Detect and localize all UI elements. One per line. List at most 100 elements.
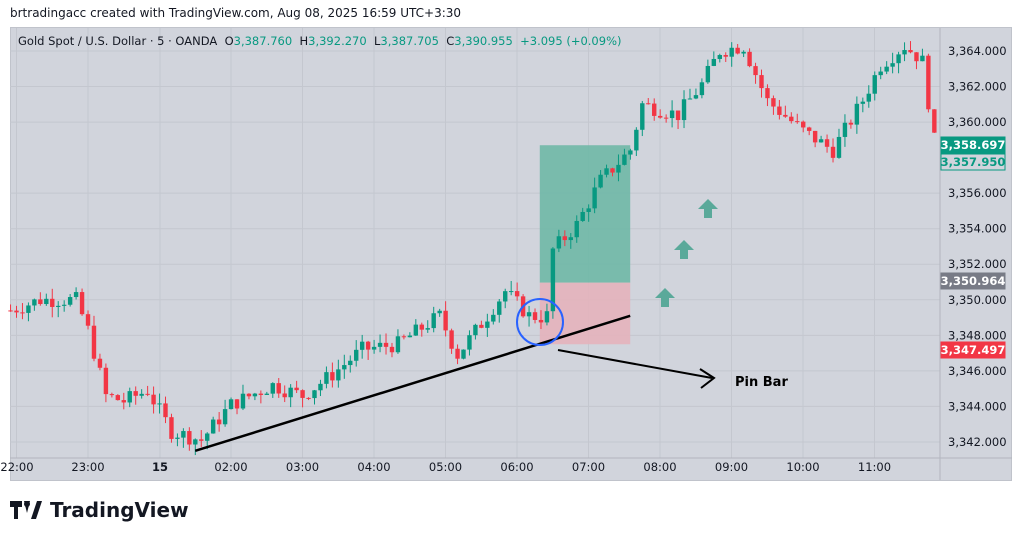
candle — [318, 379, 323, 397]
candle — [20, 303, 25, 320]
time-tick: 23:00 — [71, 460, 104, 474]
candle-body — [365, 341, 371, 350]
price-label-text: 3,350.964 — [941, 274, 1006, 288]
candle — [574, 215, 579, 243]
candle-body — [252, 393, 258, 397]
candle-body — [699, 82, 705, 96]
candle-body — [461, 349, 466, 359]
candle — [127, 387, 132, 408]
chart-panel[interactable] — [10, 27, 1012, 481]
candle-body — [216, 419, 222, 425]
price-label-box — [940, 136, 1006, 154]
candle — [693, 88, 699, 100]
candle-body — [44, 298, 49, 305]
candle-body — [294, 387, 299, 391]
candle-body — [669, 110, 675, 119]
candle — [735, 44, 740, 55]
candle-body — [711, 58, 717, 66]
candle-body — [705, 65, 711, 83]
candle-body — [127, 391, 132, 403]
candle-body — [693, 95, 699, 99]
candle — [121, 392, 126, 410]
candle — [157, 393, 162, 414]
candle — [467, 330, 472, 356]
price-label-target: 3,358.697 — [940, 136, 1006, 154]
candle — [818, 135, 824, 143]
candle — [604, 164, 609, 178]
candle — [455, 344, 460, 365]
candle — [163, 396, 168, 424]
candle — [324, 366, 329, 389]
time-axis: 22:00 23:00 15 02:00 03:00 04:00 05:00 06:00 07:… — [0, 457, 1012, 474]
candle — [634, 127, 639, 157]
candle-body — [240, 393, 246, 409]
candle — [687, 88, 693, 100]
time-tick: 15 — [152, 460, 168, 474]
candle-body — [79, 292, 85, 315]
candle-body — [598, 174, 603, 188]
candle-body — [330, 372, 335, 381]
low-value: 3,387.705 — [380, 34, 439, 48]
candle — [26, 302, 31, 322]
candle-body — [61, 304, 67, 306]
candle — [258, 390, 264, 404]
price-label-stop: 3,347.497 — [940, 341, 1006, 359]
candle-body — [622, 154, 627, 165]
candle-body — [67, 297, 73, 305]
candle-body — [222, 409, 228, 425]
price-tick: 3,354.000 — [948, 222, 1007, 236]
candles — [8, 41, 937, 456]
candle — [777, 99, 782, 120]
candle-body — [443, 310, 448, 331]
price-tick: 3,352.000 — [948, 257, 1007, 271]
candle-body — [753, 66, 758, 76]
candle — [38, 292, 43, 306]
candle-body — [14, 310, 19, 313]
candle — [669, 100, 675, 128]
symbol-name[interactable]: Gold Spot / U.S. Dollar · 5 · OANDA — [18, 34, 218, 48]
candle — [473, 323, 478, 340]
candle — [514, 282, 520, 301]
candle — [711, 51, 717, 67]
candle-body — [634, 129, 639, 151]
change-value: +3.095 (+0.09%) — [520, 34, 622, 48]
candle — [377, 334, 383, 353]
candle-body — [115, 395, 121, 401]
candle-body — [783, 114, 788, 117]
candle — [306, 397, 311, 401]
open-label: O — [224, 34, 234, 48]
candle-body — [842, 122, 848, 137]
candle-body — [652, 103, 657, 116]
candle-body — [413, 324, 419, 336]
candle — [342, 354, 347, 379]
price-axis: 3,364.000 3,362.000 3,360.000 3,356.000 3,35… — [939, 28, 1007, 480]
candle — [91, 315, 97, 362]
candle-body — [85, 314, 91, 326]
candle — [747, 48, 752, 68]
price-tick: 3,362.000 — [948, 80, 1007, 94]
candle — [896, 51, 901, 74]
close-label: C — [446, 34, 455, 48]
candle — [586, 204, 591, 222]
chart-credit: brtradingacc created with TradingView.co… — [10, 6, 462, 20]
candle-body — [401, 336, 407, 338]
candle-body — [342, 365, 347, 370]
candle-body — [121, 400, 126, 403]
time-tick: 08:00 — [643, 460, 676, 474]
candle — [431, 306, 436, 333]
candle-body — [449, 330, 454, 349]
candle — [383, 333, 389, 355]
candle — [902, 42, 907, 62]
candle — [216, 412, 222, 432]
candle-body — [133, 391, 138, 396]
price-tick: 3,364.000 — [948, 44, 1007, 58]
candle-body — [169, 417, 174, 439]
arrow-head-icon — [699, 368, 716, 389]
candle — [181, 428, 186, 448]
candle — [741, 50, 746, 58]
candle-body — [157, 403, 162, 405]
price-tick: 3,350.000 — [948, 293, 1007, 307]
candle-body — [91, 325, 97, 359]
tradingview-logo[interactable]: TradingView — [10, 498, 189, 522]
